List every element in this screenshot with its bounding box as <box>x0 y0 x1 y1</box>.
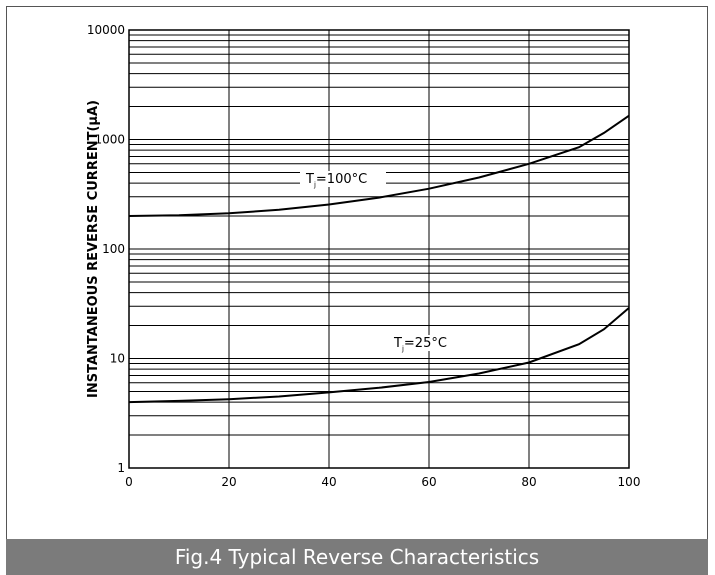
chart-caption: Fig.4 Typical Reverse Characteristics <box>6 539 708 575</box>
series-label-bg <box>390 335 452 351</box>
y-tick-label: 1 <box>117 461 125 475</box>
y-tick-label: 100 <box>102 242 125 256</box>
series-line <box>128 307 630 404</box>
series-line <box>128 114 630 217</box>
x-tick-label: 0 <box>125 475 133 489</box>
series-label: Tj=100°C <box>305 172 367 189</box>
x-tick-label: 60 <box>421 475 436 489</box>
chart-frame <box>6 6 708 569</box>
series-label-bg <box>300 171 386 187</box>
y-tick-label: 10000 <box>87 23 125 37</box>
x-tick-label: 80 <box>521 475 536 489</box>
y-tick-label: 10 <box>110 352 125 366</box>
y-axis-label: INSTANTANEOUS REVERSE CURRENT(μA) <box>86 100 101 398</box>
x-tick-label: 40 <box>321 475 336 489</box>
series-label: Tj=25°C <box>393 336 447 353</box>
y-tick-label: 1000 <box>94 133 125 147</box>
x-tick-label: 100 <box>618 475 641 489</box>
chart-title: Fig.4 Typical Reverse Characteristics <box>174 545 540 569</box>
x-tick-label: 20 <box>221 475 236 489</box>
plot-area <box>128 29 630 469</box>
